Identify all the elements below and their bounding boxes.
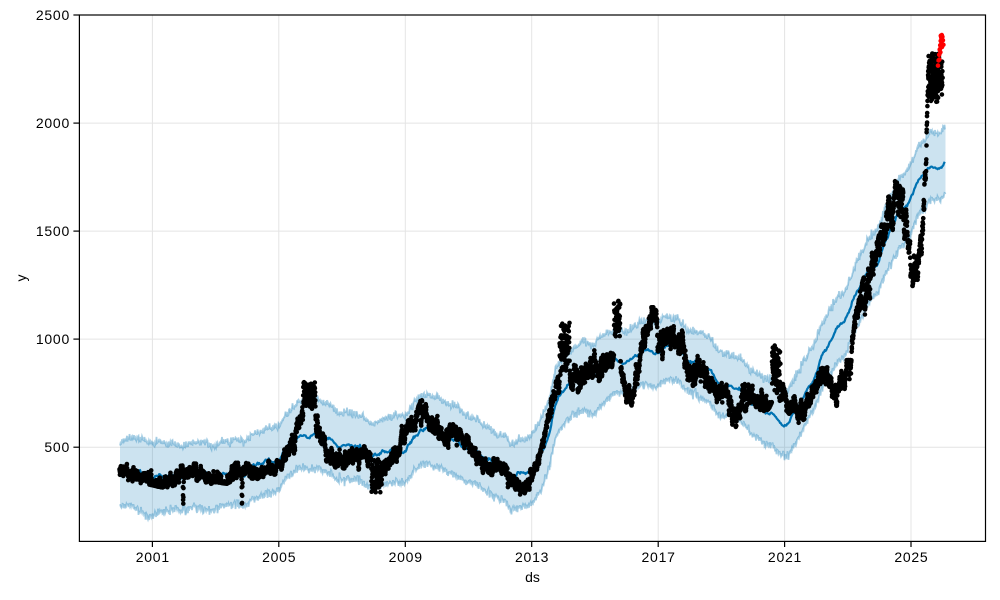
svg-text:1500: 1500 — [36, 223, 70, 239]
svg-text:2001: 2001 — [136, 549, 170, 565]
svg-text:2017: 2017 — [642, 549, 676, 565]
svg-text:2025: 2025 — [894, 549, 928, 565]
svg-text:2000: 2000 — [36, 115, 70, 131]
svg-text:y: y — [13, 275, 29, 282]
svg-text:ds: ds — [525, 569, 540, 585]
svg-text:1000: 1000 — [36, 331, 70, 347]
svg-text:2009: 2009 — [389, 549, 423, 565]
svg-text:500: 500 — [44, 439, 70, 455]
svg-text:2013: 2013 — [515, 549, 549, 565]
svg-text:2021: 2021 — [768, 549, 802, 565]
svg-text:2500: 2500 — [36, 7, 70, 23]
svg-text:2005: 2005 — [262, 549, 296, 565]
